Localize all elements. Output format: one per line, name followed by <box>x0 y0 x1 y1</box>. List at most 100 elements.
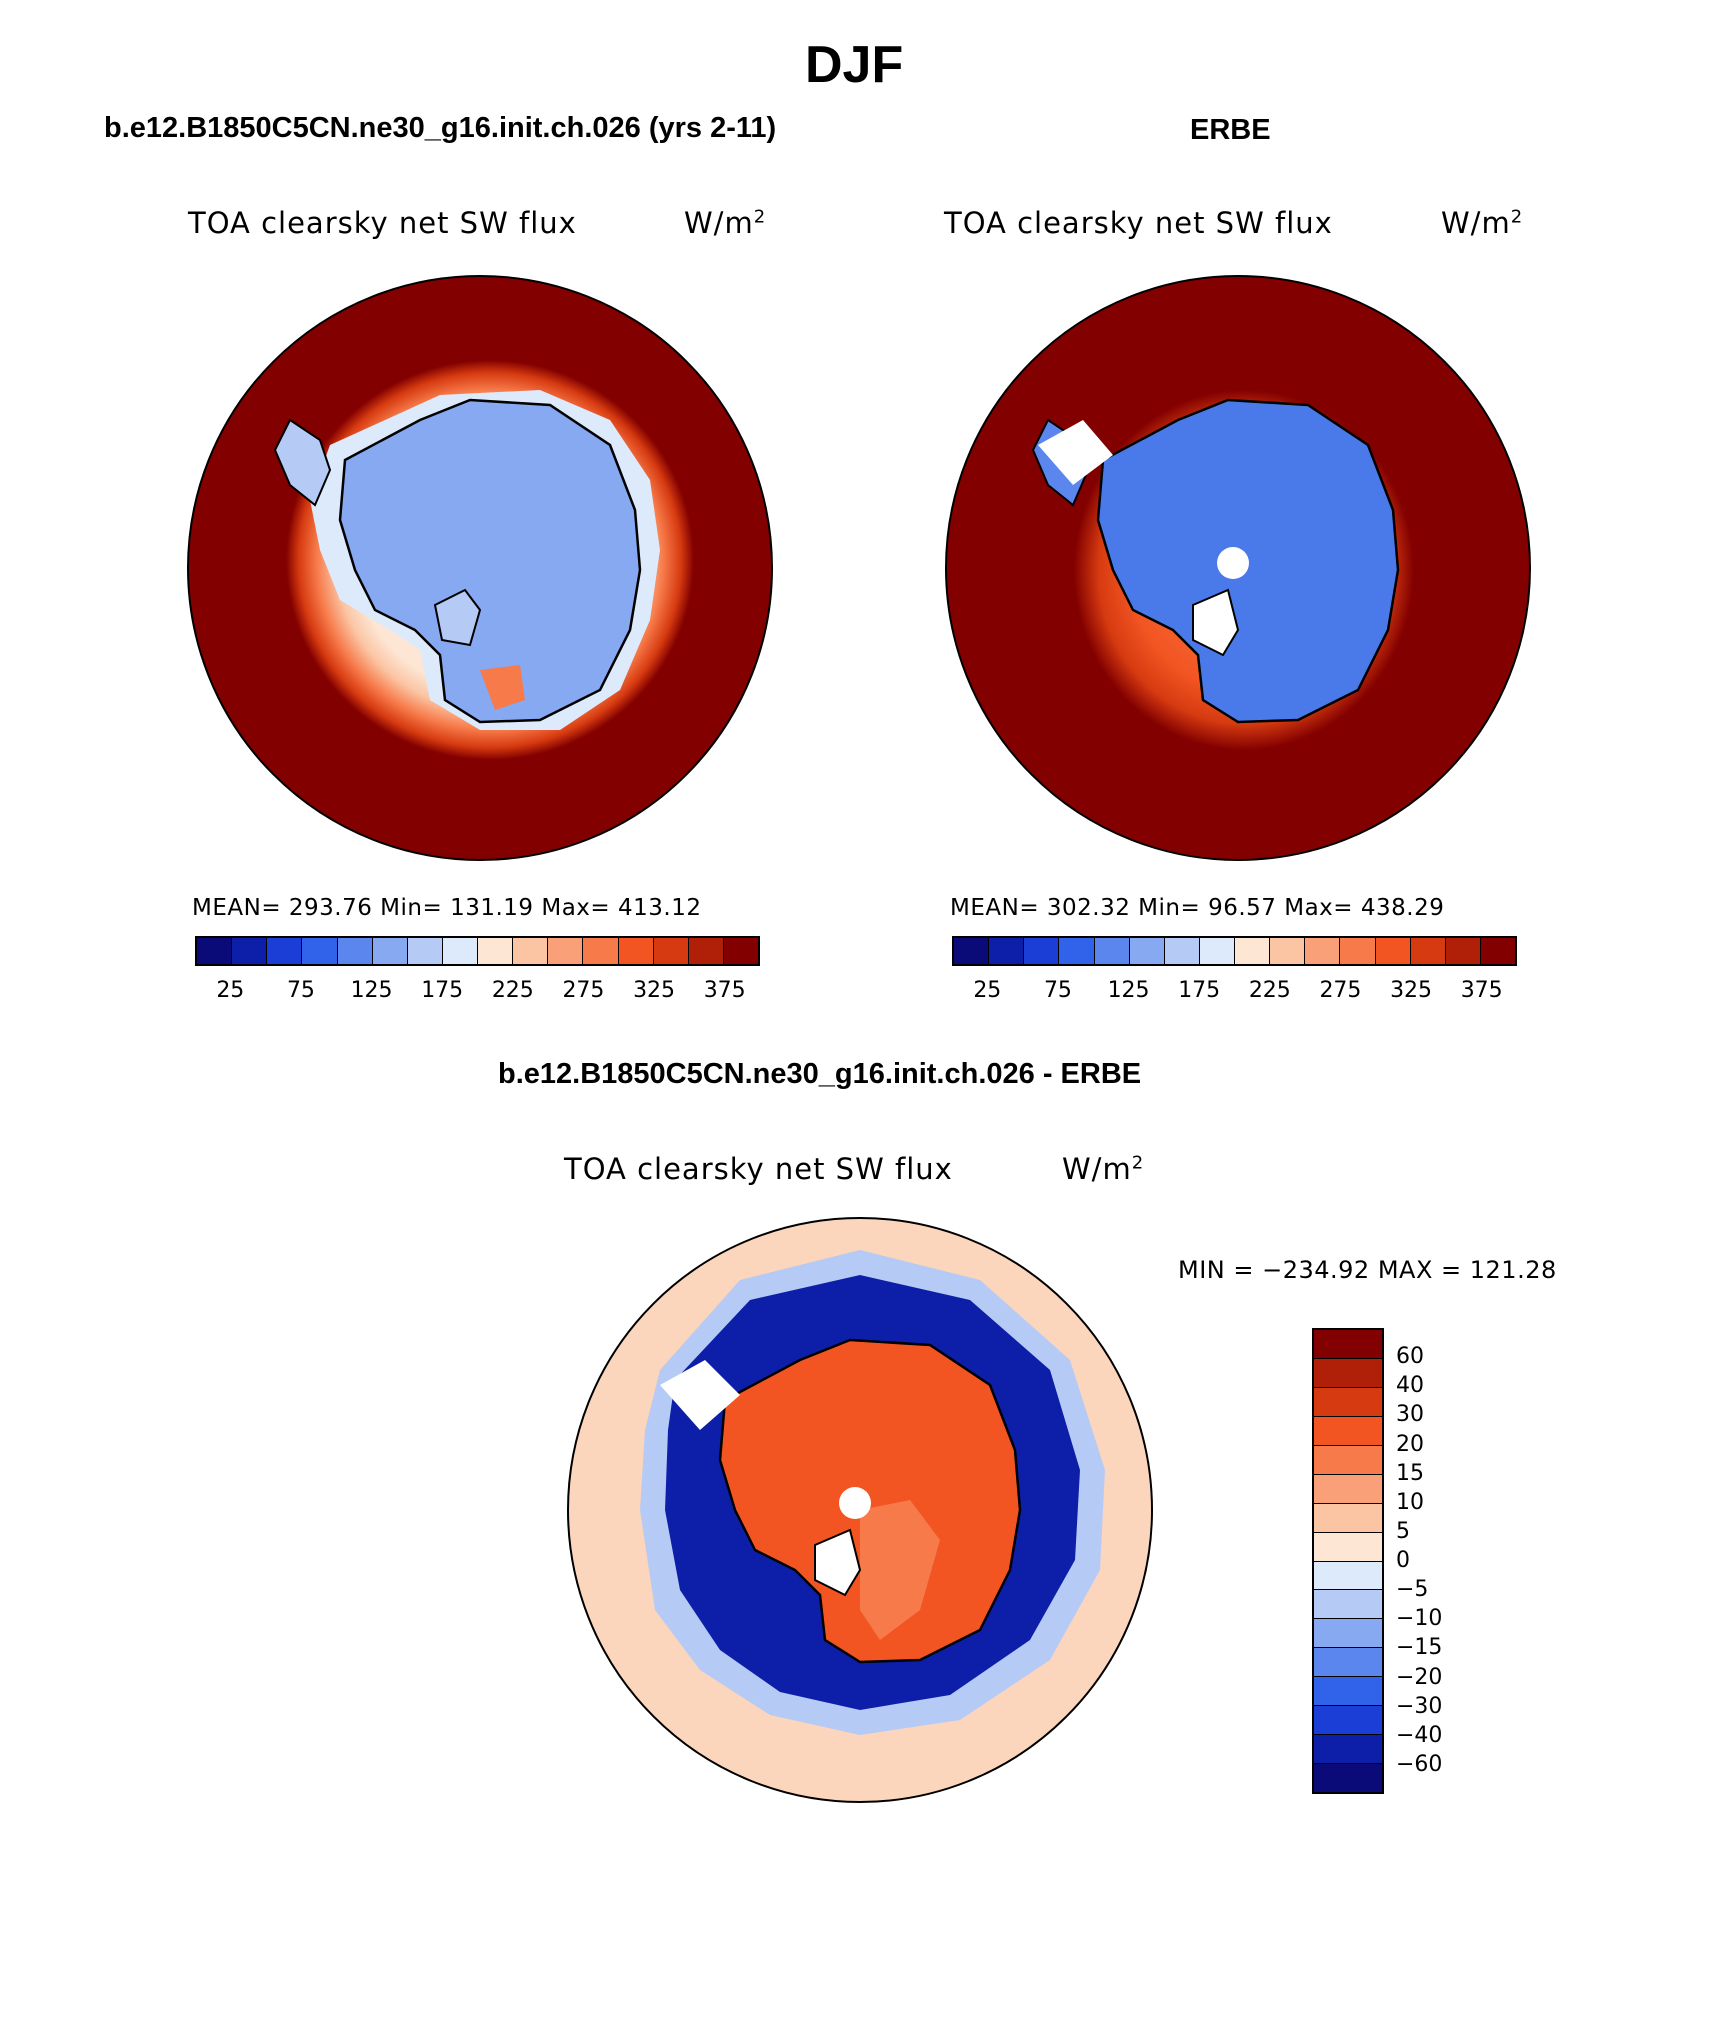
diff-colorbar-swatch <box>1314 1532 1382 1562</box>
model-colorbar-swatch <box>337 938 373 964</box>
diff-units-label: W/m2 <box>1062 1152 1145 1186</box>
model-colorbar-swatch <box>302 938 338 964</box>
model-colorbar-ticks: 25 75 125 175 225 275 325 375 <box>195 978 760 1008</box>
model-colorbar-swatch <box>688 938 724 964</box>
obs-colorbar-swatch <box>1024 938 1060 964</box>
model-colorbar-tick-label: 175 <box>421 978 464 1003</box>
diff-colorbar-swatch <box>1314 1330 1382 1359</box>
model-variable-label: TOA clearsky net SW flux <box>188 206 577 240</box>
diff-colorbar-tick-label: 15 <box>1396 1460 1424 1486</box>
model-colorbar-tick-label: 375 <box>703 978 746 1003</box>
diff-stats: MIN = −234.92 MAX = 121.28 <box>1178 1256 1557 1284</box>
obs-panel-title: ERBE <box>1190 114 1271 146</box>
obs-colorbar-swatch <box>1375 938 1411 964</box>
diff-colorbar <box>1312 1328 1384 1794</box>
diff-colorbar-swatch <box>1314 1648 1382 1678</box>
obs-colorbar-swatch <box>1410 938 1446 964</box>
diff-colorbar-swatch <box>1314 1387 1382 1417</box>
obs-colorbar-swatch <box>1129 938 1165 964</box>
diff-panel-title: b.e12.B1850C5CN.ne30_g16.init.ch.026 - E… <box>498 1058 1142 1090</box>
diff-colorbar-swatch <box>1314 1474 1382 1504</box>
diff-colorbar-tick-label: 5 <box>1396 1518 1410 1544</box>
model-colorbar-swatch <box>583 938 619 964</box>
diff-colorbar-swatch <box>1314 1416 1382 1446</box>
obs-missing-data-wedge <box>1038 420 1113 485</box>
obs-colorbar-swatch <box>1305 938 1341 964</box>
diff-colorbar-swatch <box>1314 1764 1382 1792</box>
model-antarctica <box>338 398 642 724</box>
obs-units-label: W/m2 <box>1441 206 1524 240</box>
model-stats: MEAN= 293.76 Min= 131.19 Max= 413.12 <box>192 895 702 921</box>
diff-colorbar-tick-label: 30 <box>1396 1402 1424 1428</box>
diff-ross-gap <box>814 1528 862 1597</box>
model-warm-patch <box>480 665 525 710</box>
obs-colorbar-tick-label: 275 <box>1319 978 1362 1003</box>
obs-colorbar-swatch <box>1199 938 1235 964</box>
obs-colorbar-tick-label: 25 <box>973 978 1002 1003</box>
model-colorbar-swatch <box>267 938 303 964</box>
diff-variable-label: TOA clearsky net SW flux <box>564 1152 953 1186</box>
model-colorbar-tick-label: 275 <box>562 978 605 1003</box>
model-units-label: W/m2 <box>684 206 767 240</box>
obs-colorbar-swatch <box>1235 938 1271 964</box>
diff-colorbar-swatch <box>1314 1561 1382 1591</box>
obs-colorbar-tick-label: 125 <box>1107 978 1150 1003</box>
obs-stats: MEAN= 302.32 Min= 96.57 Max= 438.29 <box>950 895 1445 921</box>
model-colorbar-tick-label: 125 <box>350 978 393 1003</box>
diff-colorbar-swatch <box>1314 1677 1382 1707</box>
diff-colorbar-tick-label: −20 <box>1396 1664 1443 1690</box>
obs-colorbar-swatch <box>1480 938 1515 964</box>
diff-colorbar-swatch <box>1314 1735 1382 1765</box>
obs-colorbar-tick-label: 175 <box>1178 978 1221 1003</box>
diff-colorbar-tick-label: −15 <box>1396 1635 1443 1661</box>
diff-colorbar-tick-label: −10 <box>1396 1606 1443 1632</box>
diff-colorbar-tick-label: −5 <box>1396 1577 1429 1603</box>
obs-colorbar-swatch <box>1094 938 1130 964</box>
diff-colorbar-tick-label: 40 <box>1396 1373 1424 1399</box>
obs-pole-hole <box>1217 547 1249 579</box>
diff-colorbar-swatch <box>1314 1619 1382 1649</box>
obs-colorbar-swatch <box>989 938 1025 964</box>
diff-polar-map <box>567 1217 1153 1803</box>
model-panel-title: b.e12.B1850C5CN.ne30_g16.init.ch.026 (yr… <box>104 112 777 144</box>
obs-colorbar-ticks: 25 75 125 175 225 275 325 375 <box>952 978 1517 1008</box>
diff-colorbar-tick-label: 20 <box>1396 1431 1424 1457</box>
model-colorbar-swatch <box>723 938 758 964</box>
obs-colorbar-swatch <box>1340 938 1376 964</box>
diff-colorbar-swatch <box>1314 1445 1382 1475</box>
obs-colorbar-tick-label: 75 <box>1043 978 1072 1003</box>
obs-colorbar-swatch <box>1164 938 1200 964</box>
model-colorbar-swatch <box>513 938 549 964</box>
diff-missing-data-wedge <box>660 1360 740 1430</box>
model-colorbar-swatch <box>478 938 514 964</box>
diff-colorbar-tick-label: −30 <box>1396 1693 1443 1719</box>
model-colorbar-tick-label: 75 <box>286 978 315 1003</box>
model-colorbar-swatch <box>232 938 268 964</box>
diff-colorbar-ticks: 60 40 30 20 15 10 5 0 −5 −10 −15 −20 −30 −40 −60 <box>1396 1328 1476 1794</box>
model-colorbar-tick-label: 25 <box>216 978 245 1003</box>
diff-colorbar-swatch <box>1314 1706 1382 1736</box>
diff-colorbar-swatch <box>1314 1590 1382 1620</box>
model-colorbar-swatch <box>618 938 654 964</box>
obs-polar-map <box>945 275 1531 861</box>
diff-colorbar-tick-label: −60 <box>1396 1751 1443 1777</box>
diff-colorbar-tick-label: 0 <box>1396 1548 1410 1573</box>
model-colorbar <box>195 936 760 966</box>
diff-colorbar-tick-label: −40 <box>1396 1722 1443 1748</box>
obs-colorbar-swatch <box>1445 938 1481 964</box>
model-colorbar-swatch <box>653 938 689 964</box>
model-colorbar-tick-label: 325 <box>633 978 676 1003</box>
model-colorbar-swatch <box>442 938 478 964</box>
obs-colorbar <box>952 936 1517 966</box>
model-colorbar-swatch <box>372 938 408 964</box>
diff-colorbar-swatch <box>1314 1503 1382 1533</box>
obs-colorbar-swatch <box>1059 938 1095 964</box>
obs-colorbar-tick-label: 225 <box>1248 978 1291 1003</box>
diff-colorbar-swatch <box>1314 1358 1382 1388</box>
model-polar-map <box>187 275 773 861</box>
model-ross-shelf <box>433 588 482 647</box>
model-peninsula <box>273 418 332 507</box>
obs-variable-label: TOA clearsky net SW flux <box>944 206 1333 240</box>
obs-colorbar-tick-label: 375 <box>1460 978 1503 1003</box>
obs-colorbar-swatch <box>1270 938 1306 964</box>
